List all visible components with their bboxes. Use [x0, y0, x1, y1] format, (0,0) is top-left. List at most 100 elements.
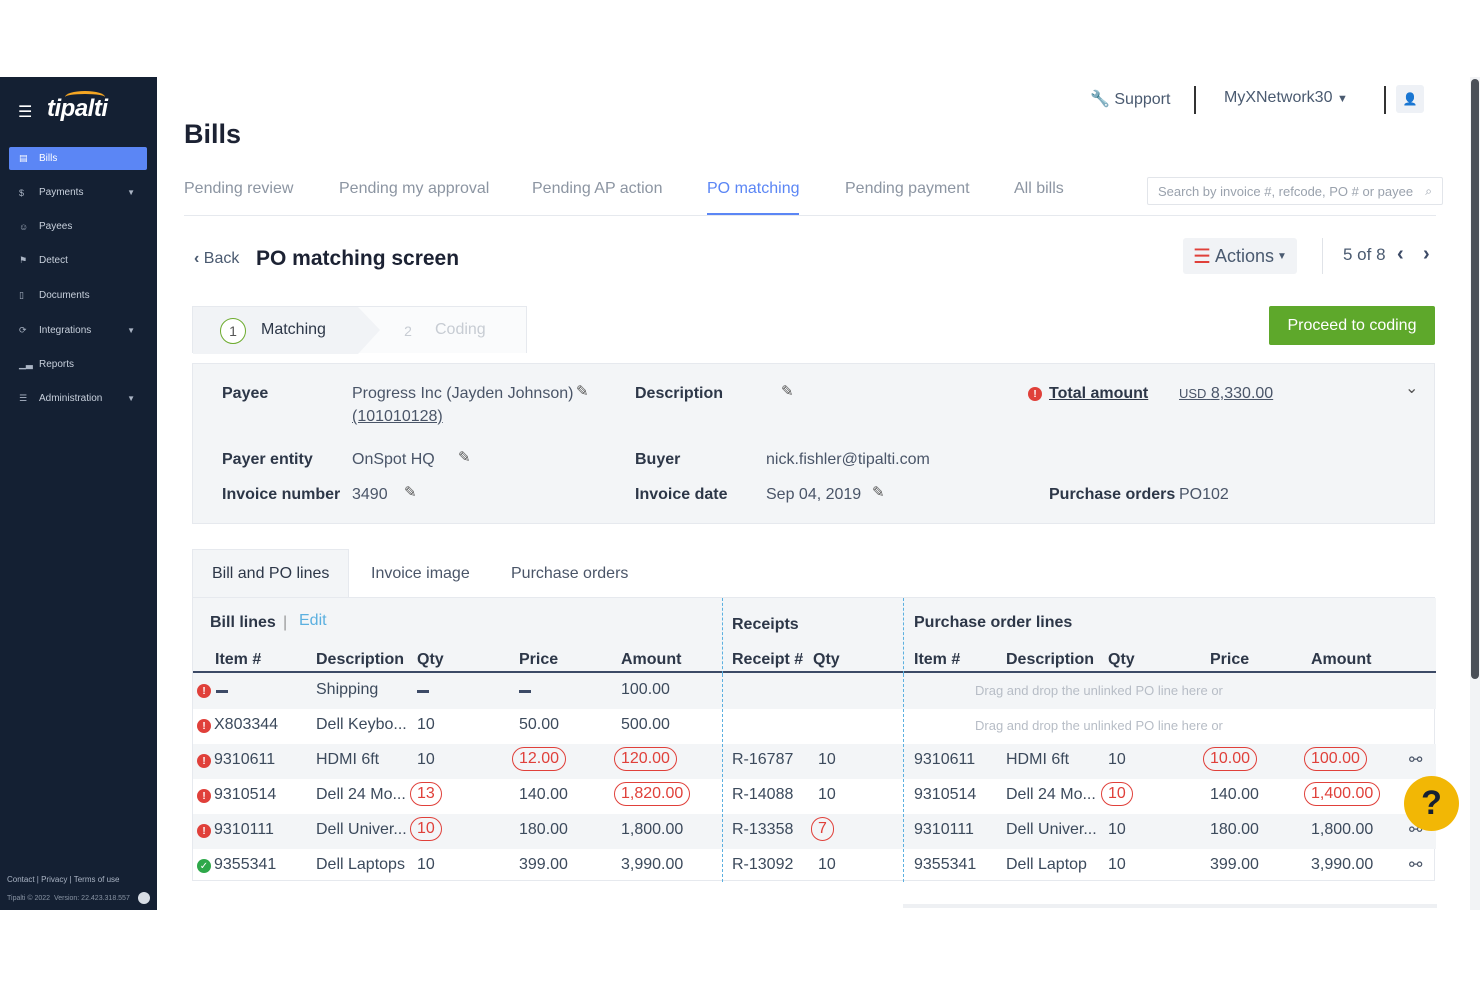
screen-title: PO matching screen — [256, 247, 460, 270]
col-po-price[interactable]: Price — [1210, 651, 1250, 668]
po-line-dropzone[interactable]: Drag and drop the unlinked PO line here … — [975, 718, 1223, 733]
tab-invoice-image[interactable]: Invoice image — [371, 564, 470, 582]
col-price[interactable]: Price — [519, 651, 559, 668]
sidebar-item-payees[interactable]: ☺ Payees — [9, 215, 147, 238]
receipts-heading: Receipts — [732, 616, 799, 633]
cell-desc: Dell Laptops — [316, 856, 405, 873]
edit-payer-pencil-icon[interactable]: ✎ — [458, 449, 471, 466]
empty-dash — [216, 690, 228, 693]
col-receipt-qty[interactable]: Qty — [813, 651, 840, 668]
col-po-qty[interactable]: Qty — [1108, 651, 1135, 668]
col-po-description[interactable]: Description — [1006, 651, 1095, 668]
cell-receipt: R-16787 — [732, 751, 794, 768]
sidebar-item-reports[interactable]: ▁▃ Reports — [9, 353, 147, 376]
error-icon: ! — [197, 824, 211, 838]
step-coding[interactable]: Coding — [435, 321, 486, 338]
edit-invoice-number-pencil-icon[interactable]: ✎ — [404, 484, 417, 501]
col-qty[interactable]: Qty — [417, 651, 444, 668]
cell-amount: 1,800.00 — [621, 821, 684, 838]
back-button[interactable]: ‹ Back — [194, 250, 240, 267]
purchase-orders-label: Purchase orders — [1049, 486, 1176, 503]
col-po-item[interactable]: Item # — [914, 651, 961, 668]
table-row[interactable]: ! 9310514 Dell 24 Mo... 13 140.00 1,820.00 R-1… — [193, 779, 1436, 814]
user-avatar-button[interactable]: 👤 — [1396, 85, 1424, 113]
sliders-icon: ☰ — [19, 393, 28, 403]
sidebar-item-detect[interactable]: ⚑ Detect — [9, 249, 147, 272]
table-row[interactable]: ! Shipping 100.00 Drag and drop the unlinke… — [193, 674, 1436, 709]
step-label: Matching — [261, 321, 326, 338]
cell-qty: 10 — [417, 751, 435, 768]
col-amount[interactable]: Amount — [621, 651, 682, 668]
tab-po-matching[interactable]: PO matching — [707, 180, 800, 215]
tab-pending-ap-action[interactable]: Pending AP action — [532, 180, 663, 197]
actions-dropdown[interactable]: ☰ Actions ▼ — [1183, 238, 1297, 274]
tipalti-logo[interactable]: tipalti — [47, 91, 108, 123]
cell-qty: 13 — [410, 782, 442, 806]
sidebar-item-administration[interactable]: ☰ Administration ▼ — [9, 387, 147, 410]
next-bill-chevron-icon[interactable]: › — [1423, 243, 1430, 265]
sidebar-item-integrations[interactable]: ⟳ Integrations ▼ — [9, 319, 147, 342]
total-amount-label[interactable]: Total amount — [1049, 385, 1149, 402]
scrollbar-thumb[interactable] — [1471, 79, 1479, 679]
sidebar-item-payments[interactable]: $ Payments ▼ — [9, 181, 147, 204]
payee-value: Progress Inc (Jayden Johnson) — [352, 385, 574, 402]
cell-amount: 120.00 — [614, 747, 677, 771]
edit-payee-pencil-icon[interactable]: ✎ — [576, 383, 589, 400]
tab-pending-review[interactable]: Pending review — [184, 180, 294, 197]
unlink-icon[interactable]: ⚯ — [1409, 857, 1423, 874]
prev-bill-chevron-icon[interactable]: ‹ — [1397, 243, 1404, 265]
col-receipt[interactable]: Receipt # — [732, 651, 804, 668]
search-input[interactable]: Search by invoice #, refcode, PO # or pa… — [1147, 177, 1443, 205]
cell-amount: 100.00 — [621, 681, 670, 698]
payer-entity-value: OnSpot HQ — [352, 451, 435, 468]
col-po-amount[interactable]: Amount — [1311, 651, 1372, 668]
table-row[interactable]: ! 9310611 HDMI 6ft 10 12.00 120.00 R-16787 10 93… — [193, 744, 1436, 779]
table-row[interactable]: ✓ 9355341 Dell Laptops 10 399.00 3,990.00 R-13… — [193, 849, 1436, 884]
hamburger-menu-icon[interactable]: ☰ — [18, 104, 33, 121]
network-dropdown[interactable]: MyXNetwork30 ▼ — [1224, 89, 1348, 106]
po-line-dropzone[interactable]: Drag and drop the unlinked PO line here … — [975, 683, 1223, 698]
col-item[interactable]: Item # — [215, 651, 262, 668]
edit-bill-lines-link[interactable]: Edit — [299, 612, 327, 629]
sidebar-item-label: Bills — [39, 153, 58, 164]
support-link[interactable]: 🔧 Support — [1090, 91, 1171, 108]
edit-description-pencil-icon[interactable]: ✎ — [781, 383, 794, 400]
payee-id-link[interactable]: (101010128) — [352, 408, 443, 425]
cell-amount: 1,820.00 — [614, 782, 691, 806]
theme-toggle-icon[interactable] — [137, 892, 150, 904]
vertical-scrollbar[interactable] — [1470, 77, 1480, 910]
table-row[interactable]: ! 9310111 Dell Univer... 10 180.00 1,800.00 R-… — [193, 814, 1436, 849]
col-description[interactable]: Description — [316, 651, 405, 668]
sidebar-footer-links[interactable]: Contact | Privacy | Terms of use — [7, 875, 120, 884]
table-row[interactable]: ! X803344 Dell Keybo... 10 50.00 500.00 Drag a… — [193, 709, 1436, 744]
collapse-chevron-icon[interactable]: ⌄ — [1405, 380, 1419, 397]
payee-label: Payee — [222, 385, 269, 402]
header-divider — [1194, 86, 1196, 114]
horizontal-scrollbar[interactable] — [903, 904, 1437, 908]
step-matching[interactable] — [193, 307, 380, 354]
matching-table: Bill lines | Edit Receipts Purchase orde… — [192, 597, 1436, 884]
unlink-icon[interactable]: ⚯ — [1409, 752, 1423, 769]
tab-pending-payment[interactable]: Pending payment — [845, 180, 970, 197]
help-button[interactable]: ? — [1404, 776, 1459, 831]
heading-separator: | — [283, 614, 288, 631]
cell-po-desc: HDMI 6ft — [1006, 751, 1070, 768]
sidebar-item-bills[interactable]: ▤ Bills — [9, 147, 147, 170]
edit-invoice-date-pencil-icon[interactable]: ✎ — [872, 484, 885, 501]
tab-bill-and-po-lines[interactable]: Bill and PO lines — [192, 549, 350, 598]
cell-po-price: 399.00 — [1210, 856, 1259, 873]
cell-qty: 10 — [417, 716, 435, 733]
sidebar-item-label: Payees — [39, 221, 73, 232]
user-icon: 👤 — [1402, 92, 1418, 106]
cell-item: 9310611 — [214, 751, 276, 768]
cell-po-desc: Dell 24 Mo... — [1006, 786, 1096, 803]
cell-item: 9355341 — [214, 856, 277, 873]
tab-pending-my-approval[interactable]: Pending my approval — [339, 180, 490, 197]
description-label: Description — [635, 385, 724, 402]
proceed-to-coding-button[interactable]: Proceed to coding — [1269, 306, 1435, 345]
tab-all-bills[interactable]: All bills — [1014, 180, 1064, 197]
caret-down-icon: ▼ — [127, 188, 135, 197]
tab-purchase-orders[interactable]: Purchase orders — [511, 564, 629, 582]
cell-qty: 10 — [417, 856, 435, 873]
sidebar-item-documents[interactable]: ▯ Documents — [9, 284, 147, 307]
